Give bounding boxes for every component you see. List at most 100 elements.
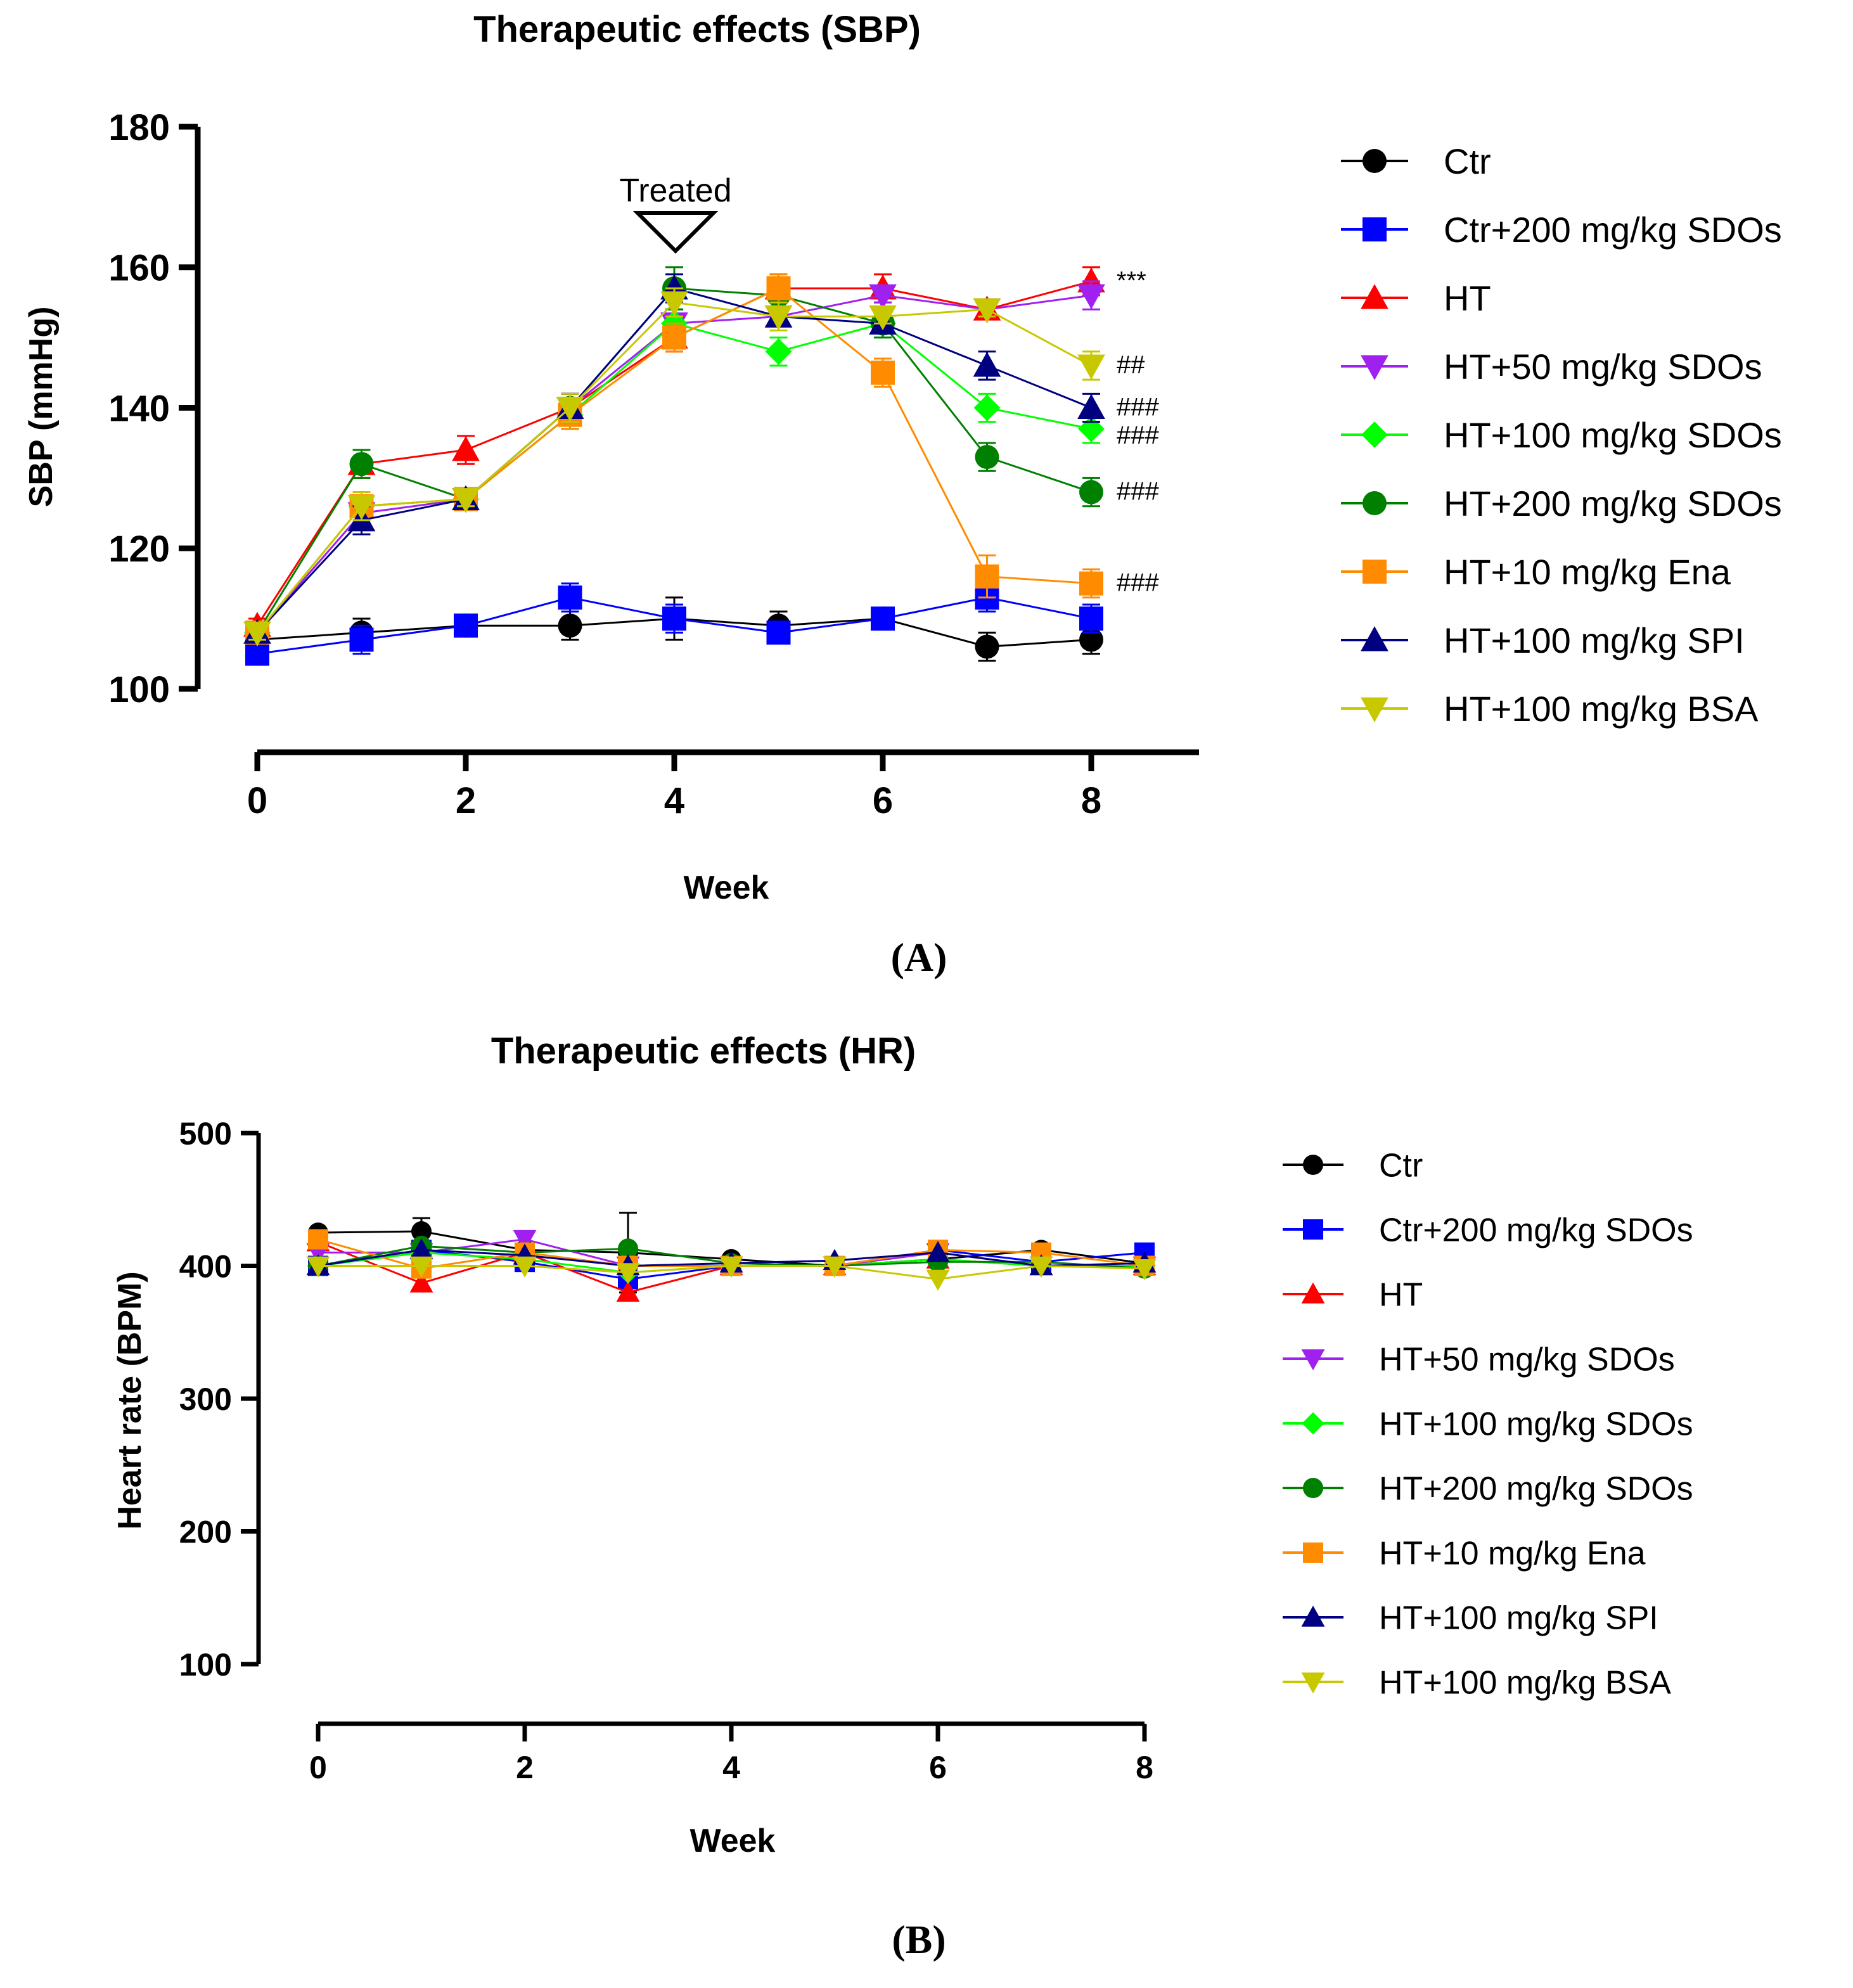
series-ht-100-mg-kg-bsa bbox=[306, 1256, 1157, 1291]
y-axis-label: SBP (mmHg) bbox=[23, 307, 60, 508]
legend-item: HT+50 mg/kg SDOs bbox=[1283, 1342, 1675, 1378]
legend-label: HT+100 mg/kg SPI bbox=[1444, 620, 1745, 660]
data-point bbox=[411, 1221, 432, 1242]
x-tick-label: 4 bbox=[722, 1750, 740, 1785]
legend-marker bbox=[1301, 1605, 1325, 1627]
series-ht-10-mg-kg-ena bbox=[245, 273, 1103, 645]
data-point bbox=[349, 627, 374, 652]
y-tick-label: 200 bbox=[179, 1515, 232, 1550]
significance-mark: ## bbox=[1117, 351, 1145, 379]
y-tick-label: 500 bbox=[179, 1116, 232, 1151]
data-point bbox=[1079, 606, 1103, 631]
x-axis: 0 2 4 6 8 bbox=[247, 749, 1199, 821]
data-point bbox=[1077, 284, 1105, 309]
x-tick-label: 4 bbox=[664, 780, 684, 821]
legend-item: HT+10 mg/kg Ena bbox=[1283, 1536, 1646, 1572]
legend-item: HT+100 mg/kg SPI bbox=[1341, 620, 1745, 660]
x-tick-label: 8 bbox=[1081, 780, 1101, 821]
panel-a-sbp-chart: Therapeutic effects (SBP) SBP (mmHg) Wee… bbox=[23, 9, 1782, 980]
data-point bbox=[975, 445, 999, 470]
data-point bbox=[1029, 1256, 1053, 1278]
treated-marker: Treated bbox=[619, 172, 732, 254]
legend-marker bbox=[1361, 697, 1388, 722]
legend-item: HT bbox=[1341, 278, 1491, 318]
data-point bbox=[926, 1269, 950, 1291]
significance-mark: ### bbox=[1117, 569, 1159, 597]
data-point bbox=[660, 291, 688, 317]
data-point bbox=[975, 634, 999, 659]
panel-label-a: (A) bbox=[891, 935, 947, 980]
x-tick-label: 2 bbox=[456, 780, 476, 821]
y-tick-label: 140 bbox=[108, 388, 170, 429]
data-point bbox=[766, 276, 791, 301]
data-point bbox=[973, 394, 1001, 421]
x-tick-label: 6 bbox=[873, 780, 893, 821]
legend-marker bbox=[1361, 355, 1388, 380]
significance-mark: ### bbox=[1117, 478, 1159, 506]
chart-title: Therapeutic effects (SBP) bbox=[473, 9, 921, 50]
data-point bbox=[308, 1229, 328, 1250]
data-point bbox=[616, 1281, 640, 1302]
legend-label: HT+50 mg/kg SDOs bbox=[1379, 1342, 1675, 1378]
legend-marker bbox=[1303, 1542, 1323, 1563]
panel-b-hr-chart: Therapeutic effects (HR) Heart rate (BPM… bbox=[112, 1030, 1693, 1962]
legend-item: Ctr+200 mg/kg SDOs bbox=[1283, 1212, 1693, 1249]
data-point bbox=[765, 338, 792, 365]
data-point bbox=[869, 284, 897, 309]
legend-label: Ctr bbox=[1444, 141, 1491, 181]
data-point bbox=[409, 1256, 433, 1278]
legend-marker bbox=[1362, 491, 1387, 515]
data-point bbox=[662, 606, 686, 631]
legend-marker bbox=[1301, 1282, 1325, 1304]
x-tick-label: 0 bbox=[247, 780, 267, 821]
legend-item: HT+200 mg/kg SDOs bbox=[1341, 484, 1782, 523]
data-point bbox=[973, 298, 1001, 324]
legend-item: HT+50 mg/kg SDOs bbox=[1341, 347, 1762, 387]
legend-label: HT+100 mg/kg BSA bbox=[1444, 689, 1759, 729]
y-tick-label: 300 bbox=[179, 1382, 232, 1417]
data-point bbox=[452, 488, 480, 513]
significance-mark: ### bbox=[1117, 394, 1159, 421]
series-ht-100-mg-kg-bsa bbox=[243, 287, 1105, 647]
data-point bbox=[764, 305, 793, 331]
legend-item: Ctr bbox=[1341, 141, 1491, 181]
legend-label: Ctr+200 mg/kg SDOs bbox=[1444, 210, 1782, 250]
y-axis: 100 200 300 400 500 bbox=[179, 1116, 261, 1683]
significance-annotations: ***############## bbox=[1117, 267, 1159, 597]
legend: Ctr Ctr+200 mg/kg SDOs HT HT+50 mg/kg SDOs H… bbox=[1341, 141, 1782, 729]
data-point bbox=[409, 1238, 433, 1260]
data-point bbox=[306, 1256, 330, 1278]
y-tick-label: 120 bbox=[108, 529, 170, 570]
legend-item: HT+100 mg/kg SDOs bbox=[1341, 415, 1782, 455]
legend-item: HT+10 mg/kg Ena bbox=[1341, 552, 1731, 592]
data-point bbox=[869, 305, 897, 331]
x-tick-label: 6 bbox=[929, 1750, 947, 1785]
x-axis-label: Week bbox=[684, 869, 769, 906]
legend-item: HT+100 mg/kg SPI bbox=[1283, 1600, 1658, 1637]
legend-label: HT+10 mg/kg Ena bbox=[1444, 552, 1731, 592]
data-point bbox=[556, 397, 584, 422]
legend-label: HT+100 mg/kg SPI bbox=[1379, 1600, 1658, 1637]
legend-marker bbox=[1303, 1155, 1323, 1175]
y-axis-label: Heart rate (BPM) bbox=[112, 1271, 148, 1529]
legend-label: HT+50 mg/kg SDOs bbox=[1444, 347, 1762, 387]
legend-item: HT+100 mg/kg BSA bbox=[1283, 1665, 1671, 1702]
legend-marker bbox=[1362, 560, 1387, 584]
data-point bbox=[409, 1271, 433, 1293]
legend-marker bbox=[1301, 1349, 1325, 1371]
y-tick-label: 400 bbox=[179, 1249, 232, 1285]
legend-label: HT bbox=[1444, 278, 1491, 318]
data-point bbox=[616, 1263, 640, 1285]
legend-marker bbox=[1361, 284, 1388, 309]
data-point bbox=[558, 585, 582, 610]
data-point bbox=[558, 613, 582, 638]
y-axis: 100 120 140 160 180 bbox=[108, 107, 201, 710]
y-tick-label: 160 bbox=[108, 248, 170, 289]
data-point bbox=[513, 1229, 537, 1251]
data-point bbox=[1077, 354, 1105, 380]
data-point bbox=[618, 1238, 638, 1259]
legend: Ctr Ctr+200 mg/kg SDOs HT HT+50 mg/kg SDOs H… bbox=[1283, 1148, 1693, 1702]
legend-label: HT+200 mg/kg SDOs bbox=[1379, 1471, 1693, 1508]
y-tick-label: 100 bbox=[179, 1647, 232, 1683]
data-point bbox=[662, 325, 686, 350]
